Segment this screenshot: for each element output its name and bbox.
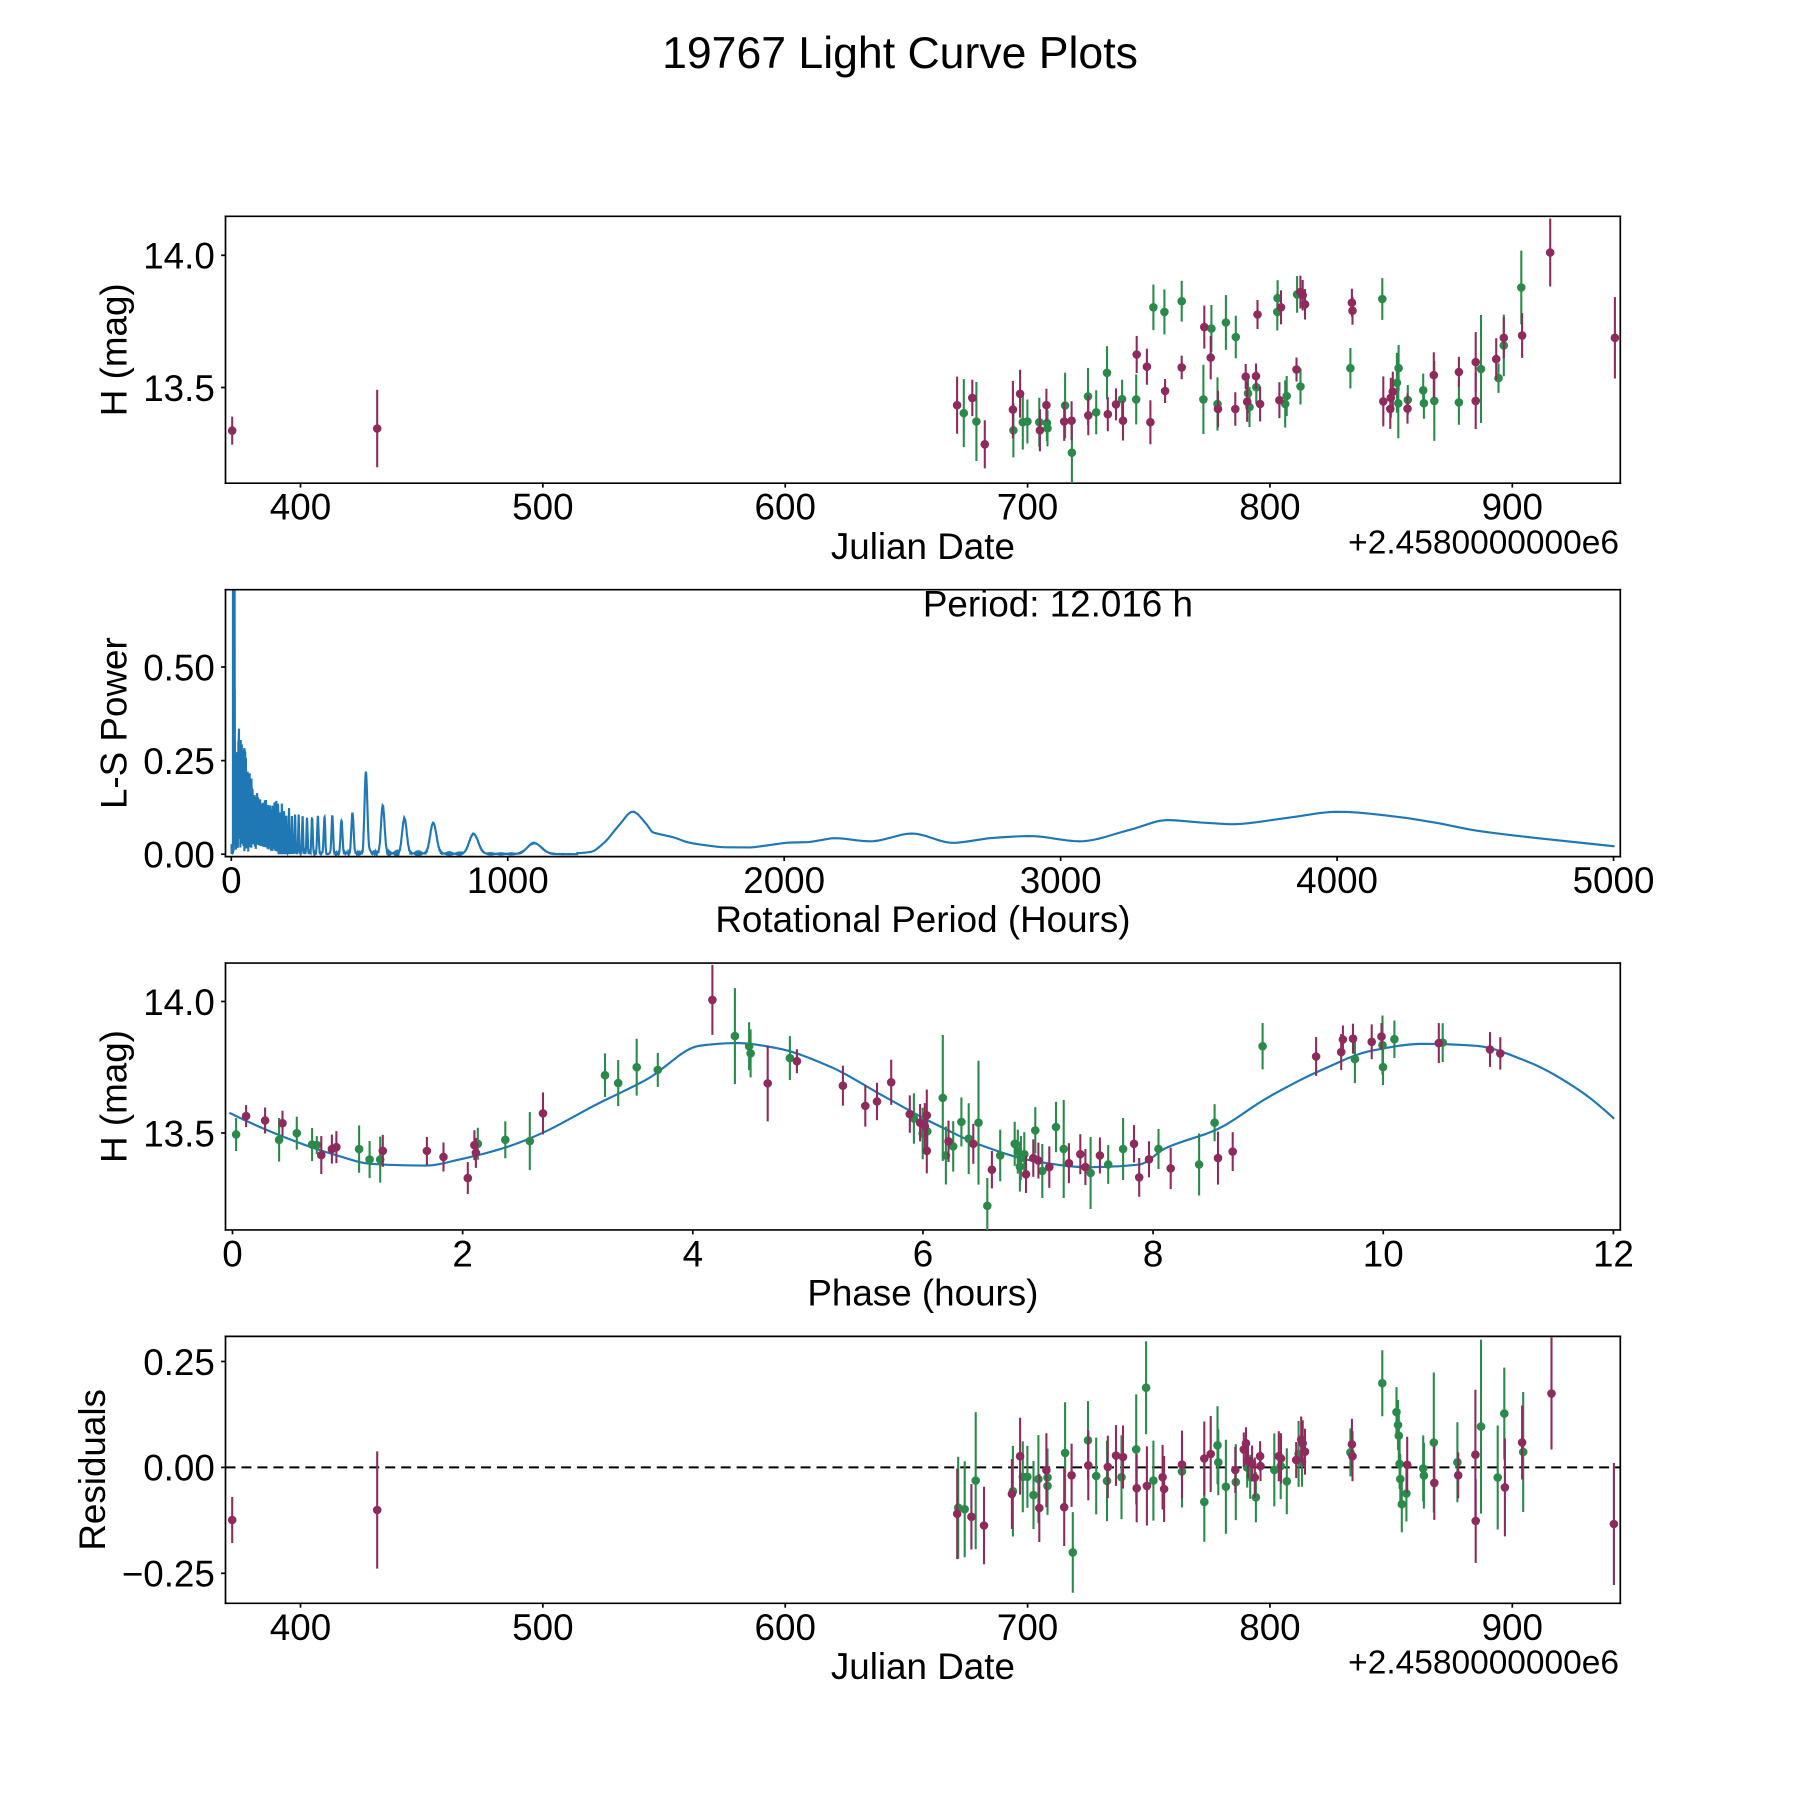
svg-text:Period: 12.016 h: Period: 12.016 h [923,583,1193,624]
svg-text:0.00: 0.00 [143,1448,215,1489]
svg-text:8: 8 [1143,1233,1163,1274]
svg-text:H (mag): H (mag) [94,1030,135,1163]
svg-text:0: 0 [221,860,241,901]
svg-text:+2.4580000000e6: +2.4580000000e6 [1348,525,1619,562]
svg-text:Julian Date: Julian Date [831,526,1015,567]
svg-text:400: 400 [270,1607,331,1648]
svg-text:5000: 5000 [1573,860,1655,901]
svg-text:0.50: 0.50 [143,647,215,688]
svg-text:800: 800 [1239,487,1300,528]
svg-text:6: 6 [913,1233,933,1274]
svg-text:400: 400 [270,487,331,528]
svg-text:14.0: 14.0 [143,982,215,1023]
svg-text:900: 900 [1482,1607,1543,1648]
svg-text:4: 4 [683,1233,703,1274]
svg-text:600: 600 [755,487,816,528]
svg-text:19767 Light Curve Plots: 19767 Light Curve Plots [662,29,1138,78]
svg-text:500: 500 [512,487,573,528]
svg-text:0.25: 0.25 [143,741,215,782]
svg-text:700: 700 [997,1607,1058,1648]
svg-text:0: 0 [222,1233,242,1274]
svg-text:14.0: 14.0 [143,236,215,277]
svg-text:0.25: 0.25 [143,1342,215,1383]
svg-text:2000: 2000 [743,860,825,901]
svg-text:−0.25: −0.25 [122,1554,215,1595]
svg-text:L-S Power: L-S Power [94,637,135,809]
svg-text:600: 600 [755,1607,816,1648]
svg-text:10: 10 [1363,1233,1404,1274]
svg-text:900: 900 [1482,487,1543,528]
svg-text:700: 700 [997,487,1058,528]
svg-text:3000: 3000 [1020,860,1102,901]
svg-text:2: 2 [452,1233,472,1274]
svg-text:4000: 4000 [1296,860,1378,901]
svg-text:Phase (hours): Phase (hours) [807,1273,1038,1314]
svg-text:0.00: 0.00 [143,835,215,876]
svg-text:800: 800 [1239,1607,1300,1648]
svg-text:500: 500 [512,1607,573,1648]
svg-text:Residuals: Residuals [72,1389,113,1551]
svg-text:Rotational Period (Hours): Rotational Period (Hours) [715,899,1130,940]
svg-text:Julian Date: Julian Date [831,1646,1015,1687]
svg-text:13.5: 13.5 [143,368,215,409]
svg-text:13.5: 13.5 [143,1113,215,1154]
svg-text:1000: 1000 [467,860,549,901]
svg-text:+2.4580000000e6: +2.4580000000e6 [1348,1645,1619,1682]
svg-text:12: 12 [1593,1233,1634,1274]
svg-text:H (mag): H (mag) [94,283,135,416]
